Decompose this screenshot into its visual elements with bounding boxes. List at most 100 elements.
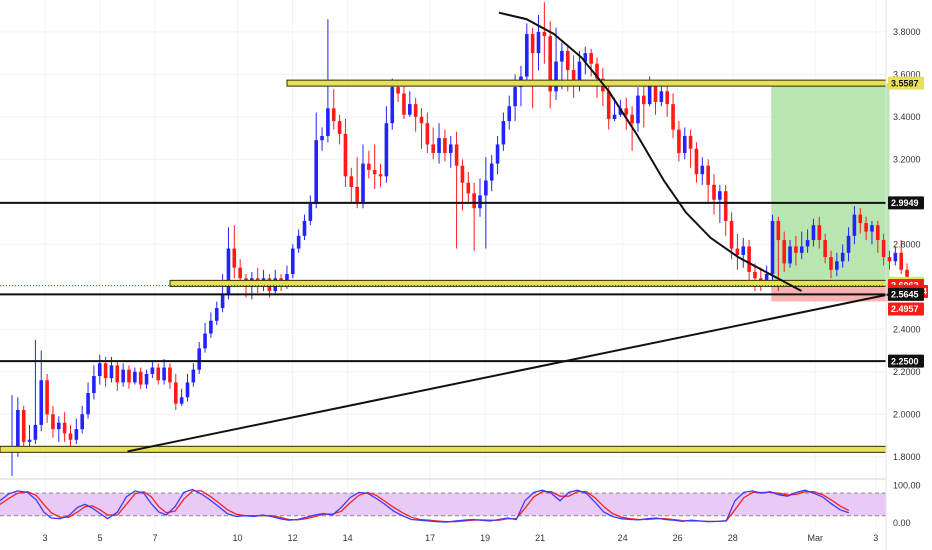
- candle-body: [817, 225, 822, 241]
- x-tick-label: 3: [42, 533, 47, 543]
- candle-body: [642, 95, 646, 105]
- candle-body: [706, 165, 710, 185]
- candle-body: [168, 367, 172, 383]
- y-tick-label: 2.4000: [893, 324, 921, 334]
- trendline[interactable]: [127, 293, 890, 453]
- x-tick-label: 3: [873, 533, 878, 543]
- candle-body: [846, 235, 851, 253]
- time-axis[interactable]: 3 5 7 10 12 14 17 19 21 24 26 28 Mar 3: [42, 533, 878, 543]
- candle-body: [478, 195, 482, 209]
- candle-body: [472, 193, 476, 209]
- candle-body: [829, 257, 833, 270]
- candle-body: [349, 176, 354, 187]
- candle-body: [583, 53, 588, 62]
- price-badge-label: 2.9949: [891, 198, 919, 208]
- candle-body: [51, 414, 55, 430]
- candle-body: [718, 191, 722, 200]
- candle-body: [103, 363, 108, 379]
- candle-body: [525, 33, 529, 77]
- candle-body: [413, 104, 418, 117]
- candle-body: [203, 333, 207, 349]
- candle-body: [782, 240, 786, 264]
- candle-body: [665, 91, 669, 105]
- candle-body: [226, 248, 231, 296]
- candle-body: [688, 135, 693, 149]
- candle-body: [209, 320, 213, 334]
- candle-body: [887, 257, 892, 262]
- candle-body: [220, 295, 225, 309]
- candle-body: [367, 163, 371, 170]
- candle-body: [115, 365, 120, 383]
- y-tick-label: 3.2000: [893, 154, 921, 164]
- stochastic-k-line: [0, 488, 850, 523]
- candle-body: [150, 367, 155, 374]
- candle-body: [653, 84, 658, 102]
- candle-body: [677, 129, 681, 153]
- price-badge: [888, 196, 924, 210]
- candle-body: [127, 369, 131, 383]
- candle-body: [179, 397, 184, 404]
- price-badge: [888, 76, 924, 90]
- candle-body: [45, 380, 49, 415]
- candle-body: [39, 380, 44, 425]
- candle-body: [495, 144, 500, 164]
- candle-body: [74, 429, 79, 440]
- arc-curve[interactable]: [498, 11, 802, 292]
- price-badges: 3.55872.99492.61622.606202:10:342.56452.…: [888, 76, 928, 368]
- x-tick-label: 14: [343, 533, 353, 543]
- candle-body: [489, 163, 494, 181]
- price-badge-label: 2.4957: [891, 304, 919, 314]
- candle-body: [443, 138, 447, 153]
- candle-body: [893, 252, 898, 262]
- x-tick-label: 21: [535, 533, 545, 543]
- candle-body: [402, 93, 406, 115]
- candle-body: [823, 240, 827, 258]
- candle-body: [419, 116, 424, 124]
- y-tick-label: 3.8000: [893, 27, 921, 37]
- candle-body: [577, 61, 582, 85]
- candle-body: [747, 246, 751, 272]
- candle-body: [612, 114, 617, 119]
- y-tick-label: 3.4000: [893, 112, 921, 122]
- x-tick-label: 24: [618, 533, 628, 543]
- candle-body: [560, 50, 564, 62]
- candle-body: [396, 87, 400, 94]
- candle-body: [764, 274, 769, 285]
- candle-body: [735, 248, 740, 255]
- candle-body: [361, 163, 365, 202]
- candle-body: [905, 269, 909, 279]
- stochastic-band: [0, 493, 886, 516]
- candle-body: [16, 410, 20, 451]
- candle-body: [431, 144, 435, 153]
- candle-body: [811, 225, 816, 241]
- y-tick-label: 1.8000: [893, 452, 921, 462]
- x-tick-label: 28: [728, 533, 738, 543]
- candle-body: [320, 135, 324, 141]
- candle-body: [80, 414, 84, 430]
- candle-body: [92, 376, 96, 394]
- price-badge-label: 2.5645: [891, 290, 919, 300]
- candle-body: [378, 174, 383, 177]
- candle-body: [589, 53, 593, 64]
- zone-line[interactable]: [286, 79, 887, 87]
- candle-body: [156, 367, 161, 381]
- grid: [0, 0, 886, 527]
- candle-body: [57, 422, 61, 430]
- candle-body: [530, 33, 535, 54]
- candle-body: [741, 246, 746, 255]
- candle-body: [214, 308, 219, 321]
- x-tick-label: 17: [425, 533, 435, 543]
- candle-body: [232, 248, 237, 268]
- candle-body: [285, 274, 289, 285]
- candle-body: [484, 180, 488, 196]
- candle-body: [133, 371, 137, 383]
- candle-body: [513, 87, 517, 107]
- candle-body: [805, 240, 810, 247]
- drawings: [127, 11, 890, 453]
- price-axis[interactable]: 3.80003.60003.40003.20003.00002.80002.60…: [893, 27, 921, 528]
- candle-body: [840, 252, 845, 262]
- x-tick-label: 19: [480, 533, 490, 543]
- candle-body: [308, 203, 313, 221]
- candle-body: [337, 121, 342, 134]
